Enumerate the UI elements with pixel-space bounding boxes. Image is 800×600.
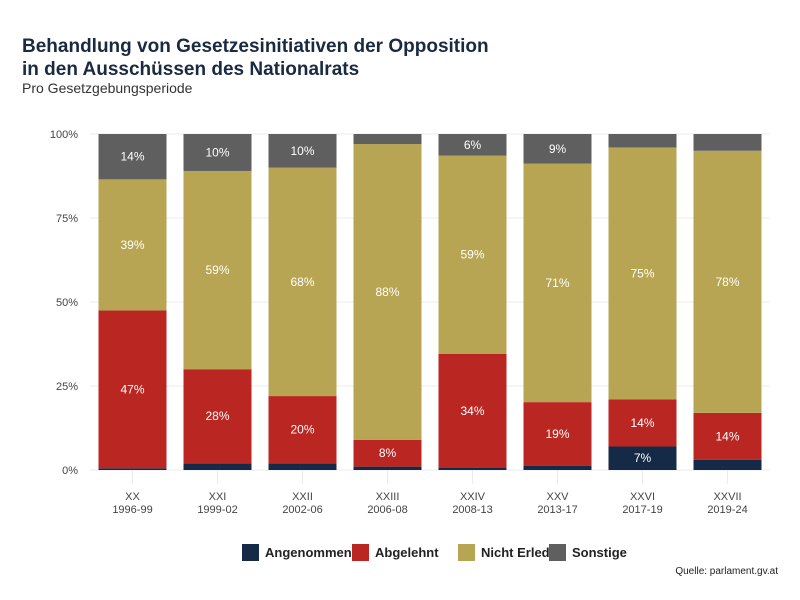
data-label: 39%: [120, 238, 144, 252]
bar-segment-sonstige: [98, 134, 167, 180]
data-label: 78%: [715, 275, 739, 289]
y-tick-label: 50%: [56, 297, 78, 309]
data-label: 71%: [545, 276, 569, 290]
data-label: 10%: [205, 145, 229, 159]
bar-segment-abgelehnt: [353, 439, 422, 467]
bar-segment-abgelehnt: [693, 412, 762, 460]
bar-segment-sonstige: [523, 134, 592, 164]
bar-segment-angenommen: [353, 466, 422, 470]
chart-subtitle: Pro Gesetzgebungsperiode: [22, 80, 193, 96]
x-tick-year: 2017-19: [622, 504, 662, 516]
bar-segment-nicht-erledigt: [268, 167, 337, 397]
data-label: 19%: [545, 427, 569, 441]
legend-swatch: [242, 544, 259, 561]
chart-title: Behandlung von Gesetzesinitiativen der O…: [22, 35, 489, 81]
bar-segment-abgelehnt: [608, 399, 677, 447]
bar-segment-abgelehnt: [523, 402, 592, 466]
data-label: 75%: [630, 266, 654, 280]
bar-segment-angenommen: [268, 463, 337, 470]
y-tick-label: 25%: [56, 381, 78, 393]
bar-segment-angenommen: [523, 465, 592, 470]
x-tick-year: 1996-99: [112, 504, 152, 516]
bar-segment-abgelehnt: [438, 353, 507, 468]
data-label: 9%: [549, 142, 567, 156]
data-label: 14%: [715, 429, 739, 443]
bar-segment-abgelehnt: [268, 396, 337, 464]
data-label: 59%: [205, 263, 229, 277]
x-tick-year: 2002-06: [282, 504, 322, 516]
x-tick-label: XX: [125, 491, 140, 503]
legend-swatch: [352, 544, 369, 561]
data-label: 10%: [290, 144, 314, 158]
y-tick-label: 100%: [50, 129, 78, 141]
title-line-1: Behandlung von Gesetzesinitiativen der O…: [22, 36, 489, 57]
data-label: 47%: [120, 382, 144, 396]
x-tick-year: 2008-13: [452, 504, 492, 516]
data-label: 34%: [460, 404, 484, 418]
data-label: 28%: [205, 409, 229, 423]
data-label: 7%: [634, 451, 652, 465]
bar-segment-nicht-erledigt: [693, 150, 762, 413]
legend-label: Nicht Erledigt: [481, 545, 566, 560]
x-tick-label: XXI: [209, 491, 227, 503]
bar-segment-nicht-erledigt: [438, 155, 507, 354]
y-tick-label: 0%: [62, 465, 78, 477]
data-label: 14%: [120, 150, 144, 164]
x-tick-label: XXV: [546, 491, 569, 503]
bar-segment-nicht-erledigt: [353, 144, 422, 440]
x-tick-year: 2006-08: [367, 504, 407, 516]
data-label: 8%: [379, 446, 397, 460]
data-label: 6%: [464, 138, 482, 152]
x-tick-year: 2013-17: [537, 504, 577, 516]
bar-segment-sonstige: [693, 134, 762, 151]
title-line-2: in den Ausschüssen des Nationalrats: [22, 59, 360, 80]
data-label: 59%: [460, 248, 484, 262]
bar-segment-angenommen: [438, 467, 507, 470]
x-tick-year: 2019-24: [707, 504, 747, 516]
bar-segment-nicht-erledigt: [608, 147, 677, 400]
bar-segment-abgelehnt: [183, 369, 252, 464]
legend-label: Abgelehnt: [375, 545, 439, 560]
x-tick-label: XXVI: [630, 491, 655, 503]
bar-segment-angenommen: [608, 446, 677, 470]
bar-segment-sonstige: [608, 134, 677, 148]
source-note: Quelle: parlament.gv.at: [675, 566, 778, 577]
bar-segment-sonstige: [268, 134, 337, 168]
x-tick-label: XXVII: [713, 491, 741, 503]
bar-segment-nicht-erledigt: [98, 179, 167, 311]
bar-segment-angenommen: [693, 459, 762, 470]
data-label: 20%: [290, 423, 314, 437]
bar-segment-abgelehnt: [98, 310, 167, 469]
x-tick-label: XXIV: [460, 491, 486, 503]
x-tick-label: XXII: [292, 491, 313, 503]
legend-label: Angenommen: [265, 545, 352, 560]
data-label: 68%: [290, 275, 314, 289]
y-tick-label: 75%: [56, 213, 78, 225]
x-tick-year: 1999-02: [197, 504, 237, 516]
bar-segment-nicht-erledigt: [523, 163, 592, 403]
x-tick-label: XXIII: [376, 491, 400, 503]
bar-segment-angenommen: [183, 463, 252, 470]
bar-segment-nicht-erledigt: [183, 170, 252, 370]
bar-segment-sonstige: [183, 134, 252, 171]
legend-swatch: [458, 544, 475, 561]
bar-segment-sonstige: [353, 134, 422, 145]
legend-label: Sonstige: [572, 545, 627, 560]
bar-segment-angenommen: [98, 468, 167, 470]
data-label: 88%: [375, 285, 399, 299]
legend-swatch: [549, 544, 566, 561]
data-label: 14%: [630, 416, 654, 430]
bar-segment-sonstige: [438, 134, 507, 156]
